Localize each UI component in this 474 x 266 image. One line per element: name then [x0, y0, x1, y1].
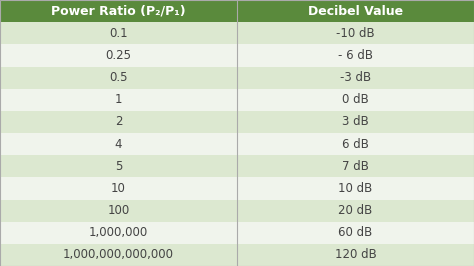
- Bar: [237, 200, 474, 222]
- Text: 0.1: 0.1: [109, 27, 128, 40]
- Text: 20 dB: 20 dB: [338, 204, 373, 217]
- Bar: [237, 44, 474, 66]
- Bar: [0, 244, 237, 266]
- Bar: [0, 44, 237, 66]
- Bar: [237, 0, 474, 22]
- Text: 1,000,000,000,000: 1,000,000,000,000: [63, 248, 174, 261]
- Text: 0.5: 0.5: [109, 71, 128, 84]
- Bar: [0, 200, 237, 222]
- Bar: [0, 222, 237, 244]
- Text: - 6 dB: - 6 dB: [338, 49, 373, 62]
- Text: Decibel Value: Decibel Value: [308, 5, 403, 18]
- Text: 7 dB: 7 dB: [342, 160, 369, 173]
- Text: 10: 10: [111, 182, 126, 195]
- Bar: [0, 0, 237, 22]
- Text: 60 dB: 60 dB: [338, 226, 373, 239]
- Text: 100: 100: [108, 204, 129, 217]
- Bar: [0, 89, 237, 111]
- Bar: [237, 111, 474, 133]
- Bar: [0, 177, 237, 200]
- Text: 5: 5: [115, 160, 122, 173]
- Bar: [237, 222, 474, 244]
- Text: 0 dB: 0 dB: [342, 93, 369, 106]
- Text: -10 dB: -10 dB: [336, 27, 375, 40]
- Text: 10 dB: 10 dB: [338, 182, 373, 195]
- Text: 3 dB: 3 dB: [342, 115, 369, 128]
- Bar: [237, 244, 474, 266]
- Text: 120 dB: 120 dB: [335, 248, 376, 261]
- Bar: [0, 133, 237, 155]
- Bar: [237, 133, 474, 155]
- Bar: [237, 177, 474, 200]
- Bar: [0, 66, 237, 89]
- Text: -3 dB: -3 dB: [340, 71, 371, 84]
- Text: 2: 2: [115, 115, 122, 128]
- Bar: [0, 155, 237, 177]
- Bar: [0, 111, 237, 133]
- Bar: [0, 22, 237, 44]
- Text: 0.25: 0.25: [106, 49, 131, 62]
- Text: 1,000,000: 1,000,000: [89, 226, 148, 239]
- Text: 1: 1: [115, 93, 122, 106]
- Text: Power Ratio (P₂/P₁): Power Ratio (P₂/P₁): [51, 5, 186, 18]
- Bar: [237, 22, 474, 44]
- Bar: [237, 89, 474, 111]
- Bar: [237, 155, 474, 177]
- Text: 4: 4: [115, 138, 122, 151]
- Bar: [237, 66, 474, 89]
- Text: 6 dB: 6 dB: [342, 138, 369, 151]
